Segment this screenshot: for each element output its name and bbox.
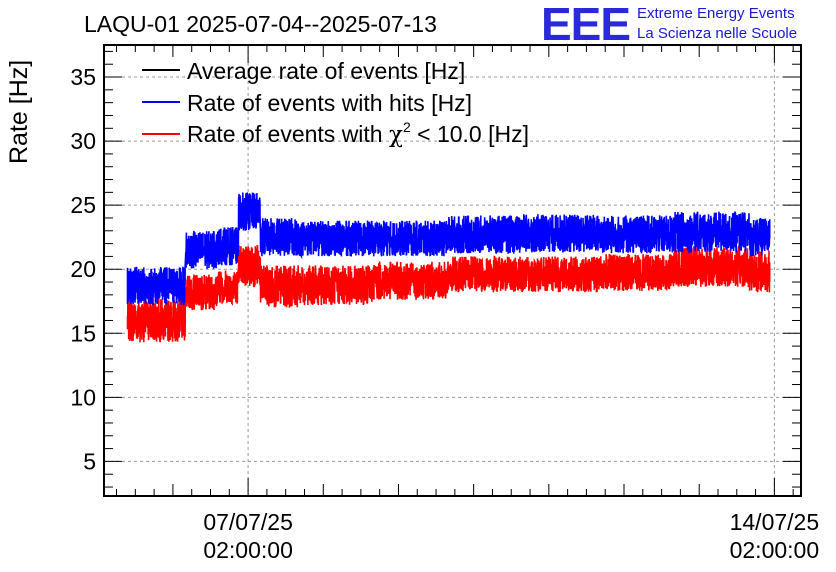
tick-labels: 510152025303507/07/2502:00:0014/07/2502:… xyxy=(70,64,819,563)
eee-logo-line1: Extreme Energy Events xyxy=(637,5,795,22)
legend-chi2-prefix: Rate of events with xyxy=(187,121,389,147)
y-tick-label: 20 xyxy=(70,256,96,282)
eee-logo-line2: La Scienza nelle Scuole xyxy=(637,25,797,42)
y-tick-label: 35 xyxy=(70,64,96,90)
series-hits-line xyxy=(126,192,771,306)
y-tick-label: 10 xyxy=(70,384,96,410)
eee-logo-mark: EEE xyxy=(541,0,630,50)
legend-label-hits: Rate of events with hits [Hz] xyxy=(187,90,472,116)
y-tick-label: 25 xyxy=(70,192,96,218)
legend: Average rate of events [Hz] Rate of even… xyxy=(142,58,529,148)
series-layer xyxy=(126,192,771,343)
series-chi2-line xyxy=(126,245,771,343)
x-tick-label-time: 02:00:00 xyxy=(730,537,820,563)
x-tick-label-date: 14/07/25 xyxy=(730,509,820,535)
legend-label-average: Average rate of events [Hz] xyxy=(187,58,465,84)
y-tick-label: 5 xyxy=(83,448,96,474)
x-tick-label-time: 02:00:00 xyxy=(203,537,293,563)
y-tick-label: 15 xyxy=(70,320,96,346)
chart-title: LAQU-01 2025-07-04--2025-07-13 xyxy=(84,11,437,37)
legend-chi2-superscript: 2 xyxy=(403,119,411,135)
y-tick-label: 30 xyxy=(70,128,96,154)
plot-frame xyxy=(103,44,802,497)
legend-chi2-symbol: χ xyxy=(389,122,403,148)
legend-chi2-suffix: < 10.0 [Hz] xyxy=(411,121,529,147)
x-tick-label-date: 07/07/25 xyxy=(203,509,293,535)
legend-label-chi2: Rate of events with χ2 < 10.0 [Hz] xyxy=(187,119,529,148)
eee-logo: EEE Extreme Energy Events La Scienza nel… xyxy=(541,0,797,50)
y-axis-title: Rate [Hz] xyxy=(5,60,33,164)
axis-ticks xyxy=(104,45,801,496)
